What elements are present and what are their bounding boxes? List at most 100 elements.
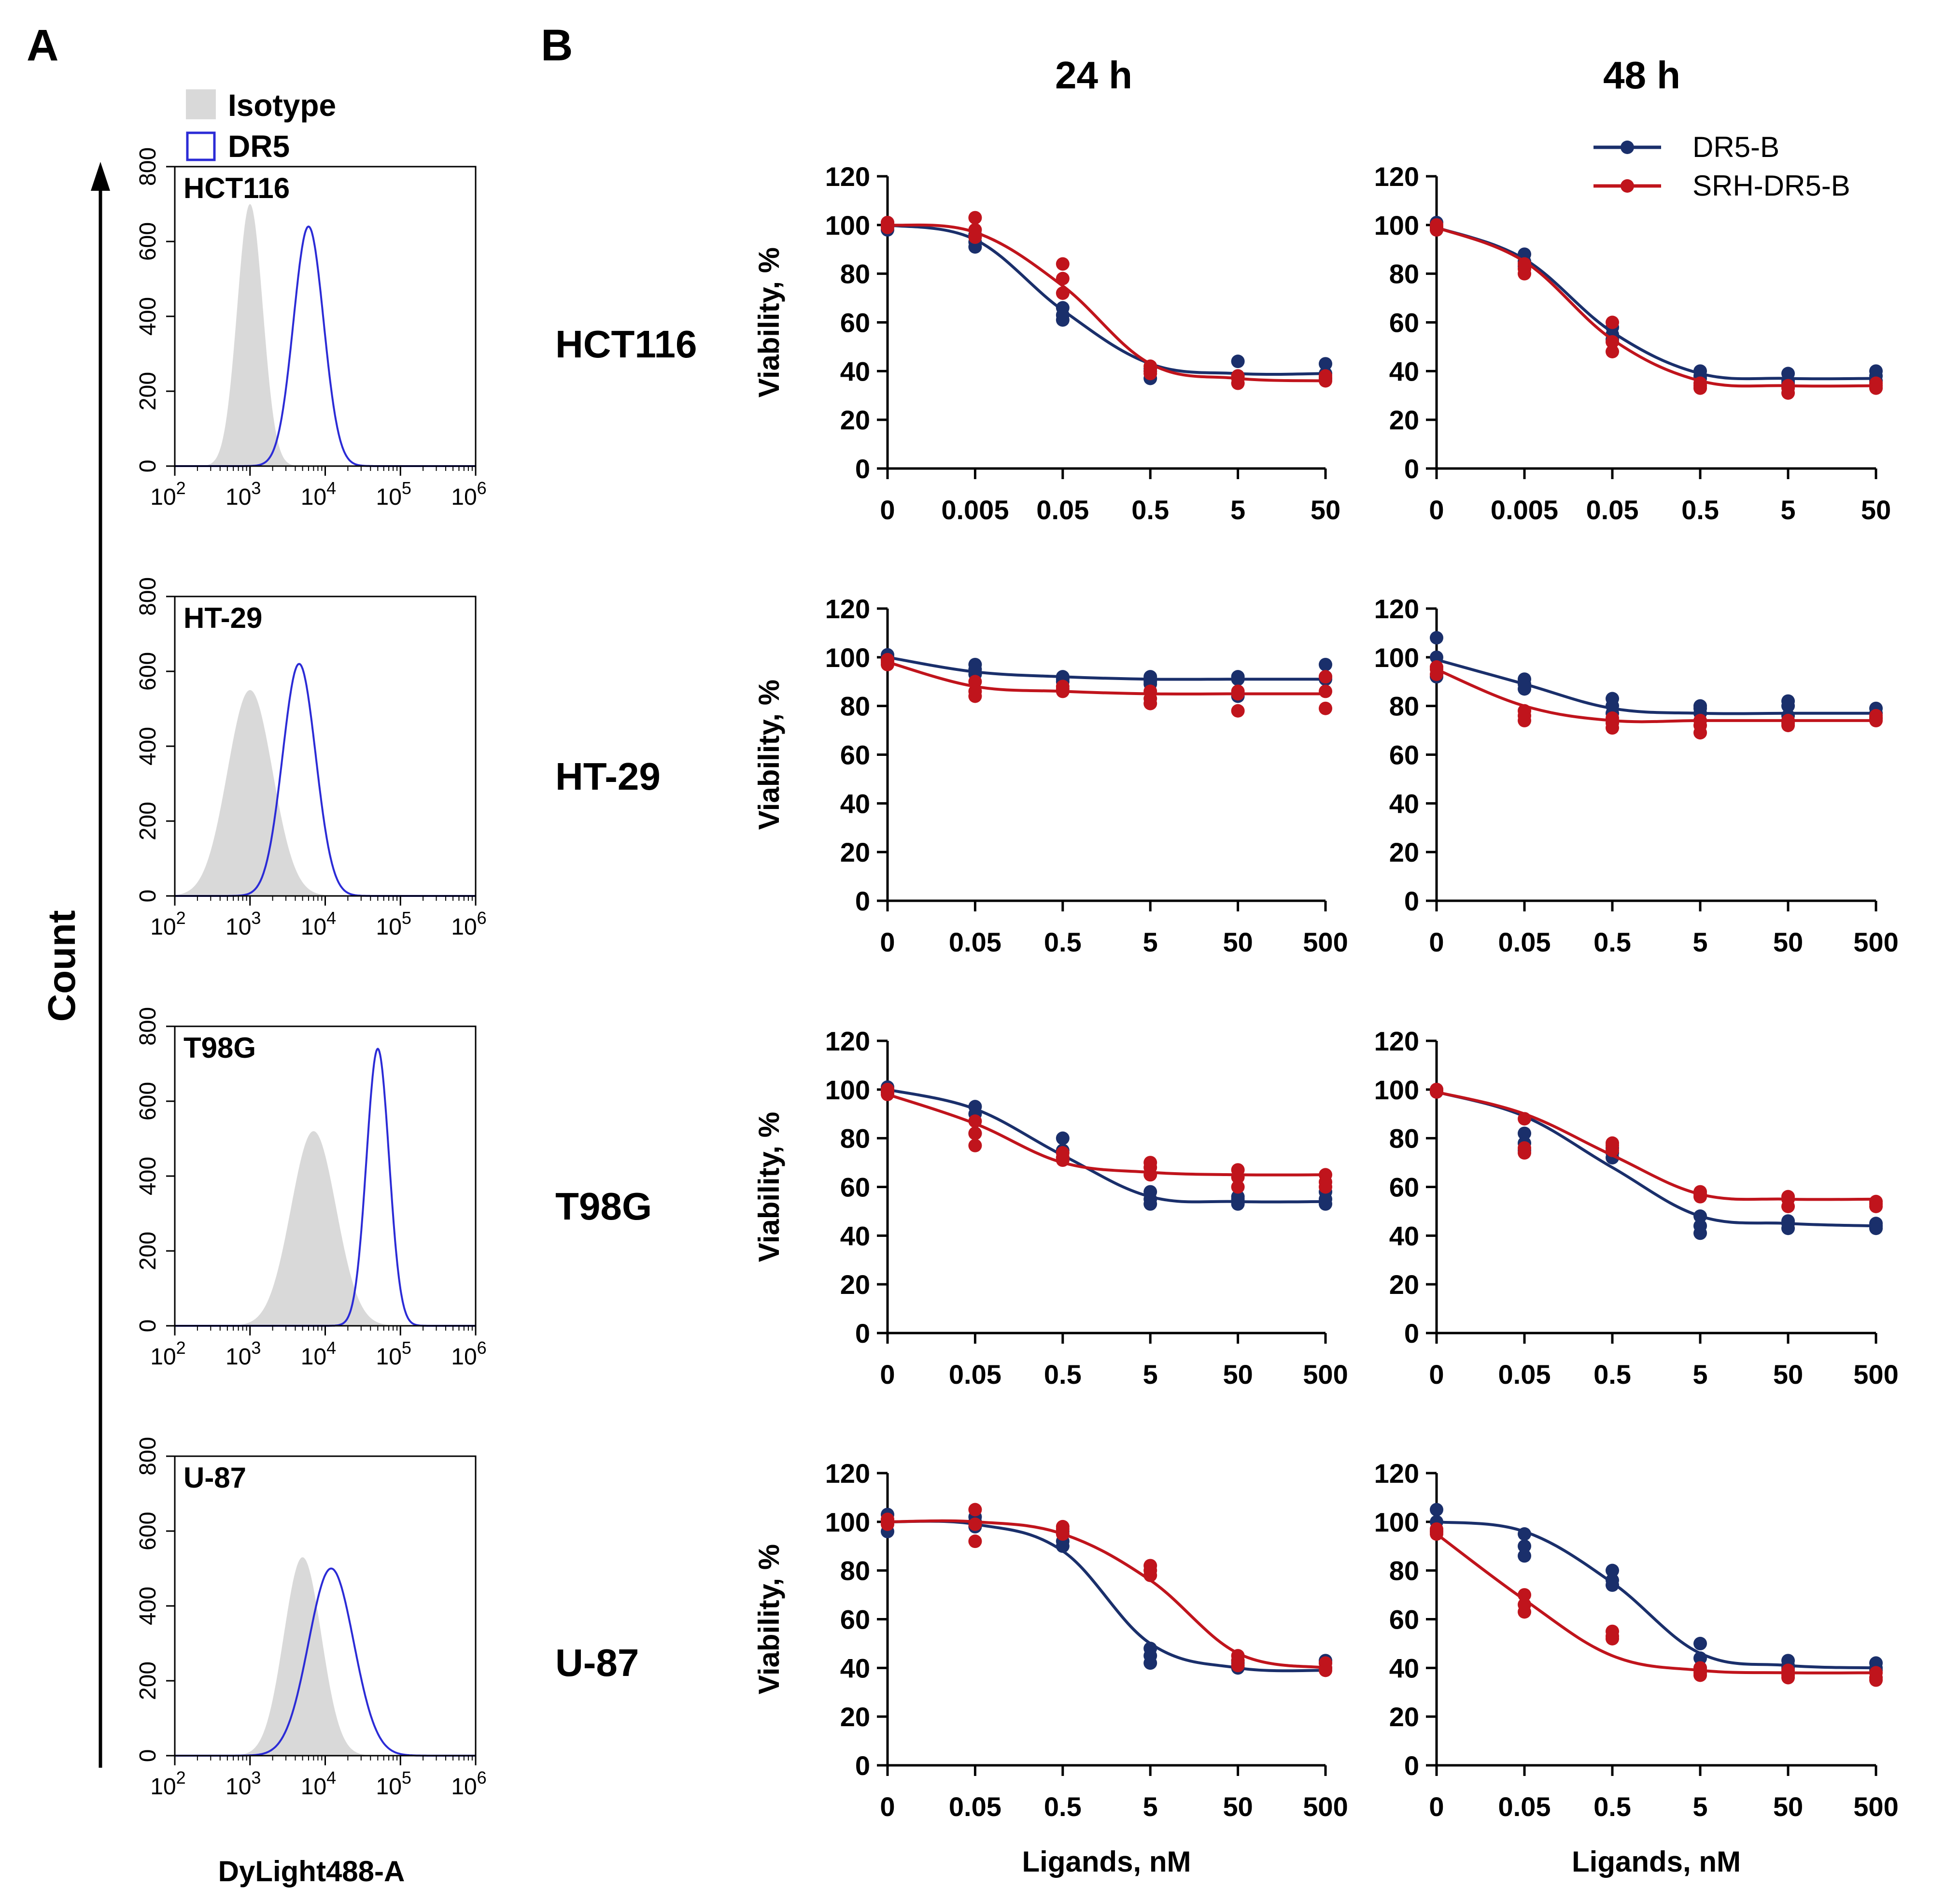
y-tick-label: 200 xyxy=(135,372,161,411)
x-tick-label: 50 xyxy=(1773,1359,1803,1390)
y-tick-label: 80 xyxy=(1389,1123,1419,1154)
y-tick-label: 40 xyxy=(1389,1653,1419,1683)
y-tick-label: 0 xyxy=(1404,1318,1419,1348)
dr5-b-data-point xyxy=(1693,1636,1707,1650)
x-tick-label: 103 xyxy=(226,1338,261,1370)
srh-dr5-b-data-point xyxy=(1781,716,1795,730)
row-label-hct116: HCT116 xyxy=(555,323,697,366)
srh-dr5-b-data-point xyxy=(1693,713,1707,727)
dr5-b-data-point xyxy=(1430,631,1443,645)
srh-dr5-b-fit-curve xyxy=(1436,226,1876,388)
y-tick-label: 40 xyxy=(1389,1221,1419,1251)
srh-dr5-b-data-point xyxy=(1056,1522,1070,1536)
x-tick-label: 500 xyxy=(1853,1359,1898,1390)
srh-dr5-b-data-point xyxy=(1231,1659,1245,1673)
histogram-u87: 102 103 104 105 106 0 200 400 600 800 U-87 xyxy=(135,1437,487,1800)
x-tick-label: 0.5 xyxy=(1593,927,1631,957)
y-tick-label: 120 xyxy=(825,594,870,624)
srh-dr5-b-data-point xyxy=(1693,1187,1707,1201)
srh-dr5-b-data-point xyxy=(1606,1143,1619,1157)
dr5-b-data-point xyxy=(1430,1503,1443,1517)
x-tick-label: 5 xyxy=(1692,1359,1707,1390)
x-tick-label: 0.005 xyxy=(941,495,1009,525)
x-tick-label: 0.5 xyxy=(1131,495,1169,525)
isotype-histogram-ht-29 xyxy=(175,690,476,896)
y-tick-label: 80 xyxy=(1389,259,1419,289)
y-tick-label: 400 xyxy=(135,1157,161,1195)
x-tick-label: 0.05 xyxy=(1586,495,1639,525)
srh-dr5-b-data-point xyxy=(968,1534,982,1548)
srh-dr5-b-data-point xyxy=(968,1114,982,1128)
srh-dr5-b-data-point xyxy=(1231,1170,1245,1184)
count-axis-title: Count xyxy=(40,910,83,1022)
viability-t98g-24h: 0 20 40 60 80 100 120 0 0.05 0.5 5 50 500 Viability, … xyxy=(753,1026,1348,1390)
y-tick-label: 0 xyxy=(1404,1750,1419,1781)
y-tick-label: 400 xyxy=(135,297,161,336)
x-tick-label: 103 xyxy=(226,478,261,510)
x-tick-label: 0.05 xyxy=(949,927,1001,957)
y-tick-label: 200 xyxy=(135,1232,161,1270)
srh-dr5-b-data-point xyxy=(1143,359,1157,373)
x-tick-label: 0 xyxy=(880,1359,895,1390)
y-tick-label: 0 xyxy=(135,460,161,473)
srh-dr5-b-data-point xyxy=(968,1503,982,1517)
srh-dr5-b-data-point xyxy=(968,1126,982,1140)
x-tick-label: 5 xyxy=(1143,1791,1158,1822)
dr5-b-data-point xyxy=(1231,672,1245,686)
x-tick-label: 0.05 xyxy=(949,1791,1001,1822)
x-axis-title: Ligands, nM xyxy=(1022,1845,1191,1878)
x-tick-label: 106 xyxy=(451,1338,486,1370)
x-tick-label: 0.5 xyxy=(1593,1791,1631,1822)
y-axis-title: Viability, % xyxy=(753,1544,785,1694)
srh-dr5-b-data-point xyxy=(1143,1161,1157,1175)
y-tick-label: 600 xyxy=(135,1512,161,1550)
srh-dr5-b-data-point xyxy=(1781,379,1795,393)
y-tick-label: 80 xyxy=(840,1123,870,1154)
x-tick-label: 0.05 xyxy=(949,1359,1001,1390)
y-tick-label: 60 xyxy=(1389,1604,1419,1635)
histogram-t98g: 102 103 104 105 106 0 200 400 600 800 T98G xyxy=(135,1007,487,1370)
x-tick-label: 5 xyxy=(1692,927,1707,957)
dr5-b-fit-curve xyxy=(887,223,1326,376)
y-tick-label: 400 xyxy=(135,727,161,766)
x-tick-label: 50 xyxy=(1223,927,1253,957)
x-tick-label: 105 xyxy=(376,1338,411,1370)
srh-dr5-b-data-point xyxy=(881,1082,894,1096)
srh-dr5-b-data-point xyxy=(968,230,982,244)
y-tick-label: 100 xyxy=(1374,642,1419,673)
y-tick-label: 100 xyxy=(825,210,870,241)
x-tick-label: 0 xyxy=(1429,927,1444,957)
x-tick-label: 0.05 xyxy=(1498,927,1551,957)
column-title-48h: 48 h xyxy=(1603,54,1680,97)
dr5-b-data-point xyxy=(1319,657,1332,671)
isotype-legend-label: Isotype xyxy=(228,88,336,123)
dr5-b-data-point xyxy=(1056,1131,1070,1145)
srh-dr5-b-data-point xyxy=(1231,369,1245,383)
srh-dr5-b-data-point xyxy=(1319,369,1332,383)
srh-dr5-b-fit-curve xyxy=(887,223,1326,383)
x-tick-label: 50 xyxy=(1223,1791,1253,1822)
y-tick-label: 80 xyxy=(1389,691,1419,722)
x-tick-label: 500 xyxy=(1303,927,1348,957)
isotype-histogram-u-87 xyxy=(175,1557,476,1756)
srh-dr5-b-data-point xyxy=(1869,1194,1883,1208)
dr5-b-data-point xyxy=(1143,1185,1157,1199)
srh-dr5-b-data-point xyxy=(1231,687,1245,701)
dr5-b-data-point xyxy=(1518,1126,1531,1140)
x-tick-label: 0 xyxy=(1429,1791,1444,1822)
x-tick-label: 106 xyxy=(451,908,486,940)
y-tick-label: 20 xyxy=(1389,1269,1419,1300)
srh-dr5-b-data-point xyxy=(1231,1180,1245,1194)
viability-ht29-24h: 0 20 40 60 80 100 120 0 0.05 0.5 5 50 500 Viability, … xyxy=(753,594,1348,957)
count-axis-arrowhead xyxy=(91,162,110,191)
srh-dr5-b-data-point xyxy=(1518,1588,1531,1602)
y-axis-title: Viability, % xyxy=(753,680,785,830)
y-tick-label: 120 xyxy=(1374,1026,1419,1056)
x-tick-label: 5 xyxy=(1143,1359,1158,1390)
srh-dr5-b-data-point xyxy=(1430,220,1443,234)
srh-dr5-b-data-point xyxy=(1319,670,1332,684)
x-tick-label: 0.5 xyxy=(1044,1359,1082,1390)
dr5-b-fit-curve xyxy=(1436,226,1876,381)
x-tick-label: 500 xyxy=(1853,927,1898,957)
row-label-t98g: T98G xyxy=(555,1185,652,1228)
